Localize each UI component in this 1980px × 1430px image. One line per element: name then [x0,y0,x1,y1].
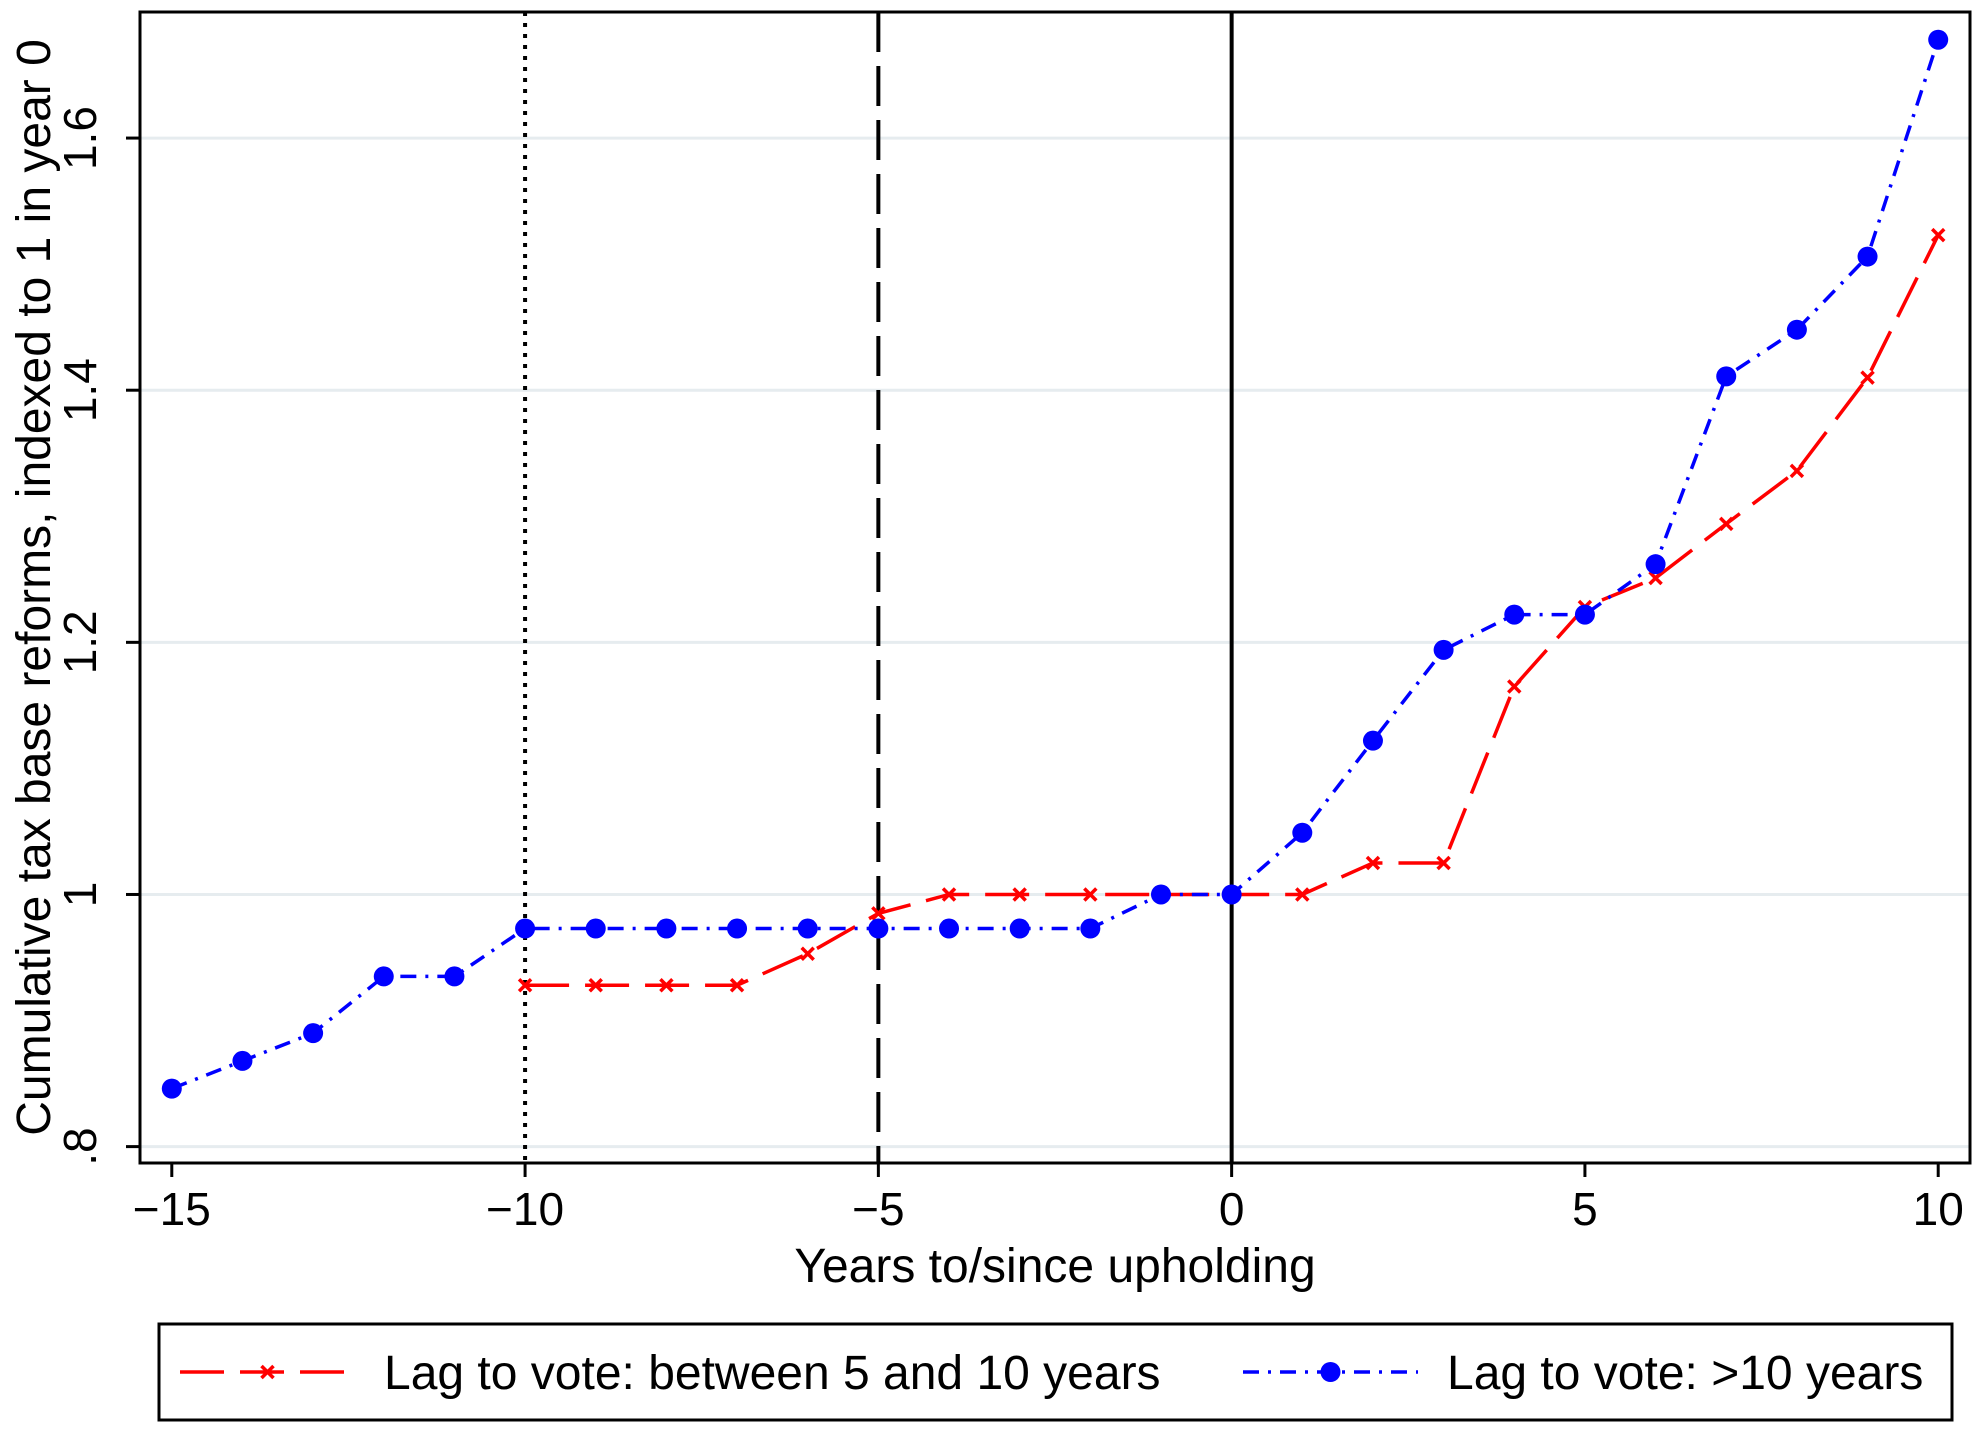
data-point [1786,319,1807,340]
legend-box [157,1322,1954,1422]
data-point [1433,639,1454,660]
data-point [588,978,603,993]
y-tick-label: 1 [54,882,106,908]
data-point-stroke [659,978,674,993]
data-point-stroke [729,978,745,993]
data-point [1292,822,1313,843]
data-point [232,1050,253,1071]
data-point-stroke [1718,516,1734,532]
data-point-stroke [1930,227,1946,243]
y-tick-label: 1.6 [54,106,106,170]
data-point [1365,855,1381,871]
legend-label: Lag to vote: between 5 and 10 years [384,1347,1161,1400]
data-point [1645,554,1666,575]
data-point [1221,884,1242,905]
data-point [659,978,674,993]
x-tick-label: −5 [852,1183,904,1235]
data-point [1150,884,1171,905]
data-point [871,906,886,921]
data-point [727,918,748,939]
x-axis: −15 −10 −5 0 5 10 [133,1163,1964,1235]
data-point-stroke [517,978,533,993]
x-tick-label: 0 [1219,1183,1245,1235]
data-point [1080,918,1101,939]
data-point [517,978,533,993]
reference-lines [523,12,1234,1163]
data-point [800,946,815,961]
y-tick-label: 1.4 [54,358,106,422]
data-point [1009,918,1030,939]
data-point-stroke [1365,855,1381,871]
data-point-stroke [588,978,603,993]
data-point-stroke [1648,570,1663,586]
y-tick-label: .8 [54,1127,106,1165]
data-point [515,918,536,939]
x-tick-label: 5 [1572,1183,1598,1235]
data-point [1930,227,1946,243]
data-point [1012,887,1027,902]
data-point [1718,516,1734,532]
data-point [585,918,606,939]
data-point [1648,570,1663,586]
data-point [1507,679,1522,694]
data-point [797,918,818,939]
data-point-stroke [1436,855,1451,871]
data-point [1295,887,1310,902]
y-tick-label: 1.2 [54,610,106,674]
data-point [1857,246,1878,267]
data-point [1362,730,1383,751]
data-point [1083,887,1098,902]
series-layer [161,29,1949,1099]
data-point [1789,463,1805,479]
data-point-stroke [260,1364,275,1380]
data-point-stroke [1012,887,1027,902]
data-point [1716,366,1737,387]
data-point [1928,29,1949,50]
data-point-stroke [1507,679,1522,694]
x-tick-label: 10 [1913,1183,1964,1235]
y-axis: .8 1 1.2 1.4 1.6 [54,106,140,1166]
data-point [868,918,889,939]
series-line [171,39,1940,1091]
y-axis-title: Cumulative tax base reforms, indexed to … [8,39,61,1136]
data-point [1504,604,1525,625]
x-axis-title: Years to/since upholding [794,1240,1315,1293]
data-point [303,1023,324,1044]
data-point-stroke [941,887,957,902]
data-point-stroke [800,946,815,961]
x-tick-label: −15 [133,1183,211,1235]
data-point [373,966,394,987]
data-point [1574,604,1595,625]
data-point [656,918,677,939]
grid-lines [140,136,1970,1149]
data-point [1436,855,1451,871]
legend: Lag to vote: between 5 and 10 years Lag t… [157,1322,1954,1422]
data-point [161,1078,182,1099]
data-point-stroke [1295,887,1310,902]
legend-label: Lag to vote: >10 years [1447,1347,1923,1400]
data-point-stroke [1789,463,1805,479]
data-point [260,1364,275,1380]
data-point-stroke [1860,370,1875,385]
data-point [939,918,960,939]
data-point [1860,370,1875,385]
data-point [444,966,465,987]
data-point [941,887,957,902]
data-point [729,978,745,993]
x-tick-label: −10 [486,1183,564,1235]
data-point-stroke [871,906,886,921]
data-point-stroke [1083,887,1098,902]
plot-frame [138,10,1972,1165]
data-point [1320,1362,1341,1382]
